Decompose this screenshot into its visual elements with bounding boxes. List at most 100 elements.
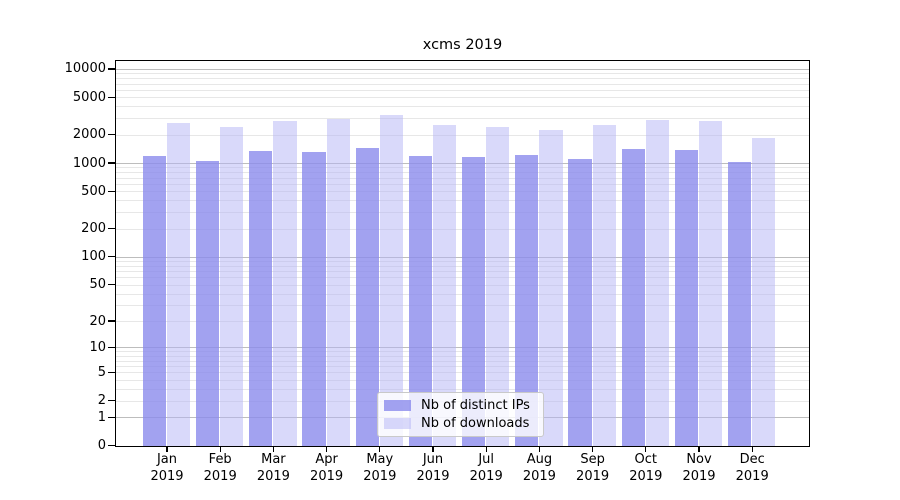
bar-nb-of-distinct-ips-jun <box>408 156 432 446</box>
x-label-month: Mar <box>261 452 286 467</box>
x-label-year: 2019 <box>416 469 450 484</box>
x-tick-label-may: May 2019 <box>352 451 408 485</box>
x-tick <box>591 447 594 452</box>
x-label-year: 2019 <box>150 469 184 484</box>
x-tick <box>698 447 700 452</box>
y-tick <box>108 96 115 98</box>
bar-nb-of-downloads-jan <box>167 122 191 446</box>
minor-gridline <box>116 83 809 85</box>
x-tick-label-jul: Jul 2019 <box>458 451 514 485</box>
bar-nb-of-distinct-ips-may <box>355 148 379 446</box>
x-tick-label-jun: Jun 2019 <box>405 451 461 485</box>
x-tick-label-sep: Sep 2019 <box>565 451 621 485</box>
y-tick <box>108 162 115 164</box>
y-tick-label: 0 <box>97 438 106 453</box>
x-tick <box>751 447 753 452</box>
x-label-month: May <box>366 452 394 467</box>
x-tick-label-aug: Aug 2019 <box>511 451 567 485</box>
x-tick <box>538 447 541 452</box>
bar-nb-of-distinct-ips-aug <box>515 154 539 446</box>
major-gridline <box>116 68 809 70</box>
bar-nb-of-downloads-apr <box>326 119 350 446</box>
x-tick-label-oct: Oct 2019 <box>618 451 674 485</box>
x-tick-label-apr: Apr 2019 <box>299 451 355 485</box>
bar-nb-of-distinct-ips-feb <box>196 161 220 446</box>
minor-gridline <box>116 106 809 108</box>
legend-swatch <box>384 400 411 411</box>
bar-nb-of-downloads-may <box>379 115 403 446</box>
x-label-month: Oct <box>634 452 658 467</box>
y-tick <box>108 228 115 230</box>
x-label-month: Apr <box>315 452 338 467</box>
x-tick <box>485 447 487 452</box>
y-tick <box>108 371 115 373</box>
x-label-month: Dec <box>739 452 765 467</box>
y-tick-label: 10 <box>89 339 106 355</box>
bar-nb-of-downloads-nov <box>699 121 723 446</box>
y-tick-label: 50 <box>89 277 106 293</box>
y-tick-label: 20 <box>89 313 106 329</box>
y-tick <box>108 68 115 70</box>
y-tick <box>108 444 115 447</box>
legend-swatch <box>384 418 411 429</box>
y-tick <box>108 190 115 192</box>
plot-area <box>115 60 810 447</box>
bar-nb-of-distinct-ips-jul <box>462 157 486 446</box>
x-tick <box>272 447 275 452</box>
bar-nb-of-distinct-ips-dec <box>728 162 752 446</box>
y-tick <box>108 134 115 136</box>
bar-nb-of-distinct-ips-sep <box>568 158 592 446</box>
bar-nb-of-downloads-feb <box>220 126 244 446</box>
x-tick-label-mar: Mar 2019 <box>245 451 301 485</box>
x-label-year: 2019 <box>576 469 610 484</box>
x-label-year: 2019 <box>363 469 397 484</box>
y-tick-label: 10000 <box>64 61 106 77</box>
x-label-month: Jun <box>422 452 444 467</box>
x-label-month: Feb <box>208 452 232 467</box>
bar-nb-of-downloads-sep <box>592 124 616 446</box>
y-tick-label: 1 <box>97 409 106 425</box>
x-tick <box>645 447 647 452</box>
y-tick-label: 200 <box>81 221 106 237</box>
y-tick <box>108 284 115 286</box>
x-label-month: Jan <box>156 452 178 467</box>
x-tick <box>325 447 328 452</box>
x-label-month: Jul <box>478 452 495 467</box>
x-tick <box>166 447 168 452</box>
x-label-month: Sep <box>580 452 605 467</box>
bar-nb-of-distinct-ips-apr <box>302 151 326 446</box>
bar-nb-of-distinct-ips-nov <box>674 150 698 446</box>
x-label-year: 2019 <box>522 469 556 484</box>
x-label-month: Aug <box>526 452 553 467</box>
bar-nb-of-downloads-jun <box>433 124 457 446</box>
legend-item: Nb of downloads <box>384 416 537 431</box>
x-tick <box>379 447 381 452</box>
legend-item: Nb of distinct IPs <box>384 398 537 413</box>
y-tick-label: 5000 <box>72 89 106 105</box>
x-tick <box>432 447 434 452</box>
minor-gridline <box>116 78 809 80</box>
bar-nb-of-downloads-mar <box>273 120 297 446</box>
y-tick <box>108 416 115 418</box>
x-label-year: 2019 <box>310 469 344 484</box>
x-tick-label-feb: Feb 2019 <box>192 451 248 485</box>
bar-nb-of-downloads-aug <box>539 130 563 446</box>
x-label-year: 2019 <box>629 469 663 484</box>
minor-gridline <box>116 134 809 136</box>
legend-label: Nb of distinct IPs <box>421 398 530 413</box>
legend-label: Nb of downloads <box>421 416 530 431</box>
y-tick-label: 100 <box>81 249 106 265</box>
bar-nb-of-downloads-dec <box>752 137 776 446</box>
y-tick <box>108 256 115 258</box>
y-tick <box>108 320 115 322</box>
bar-nb-of-distinct-ips-mar <box>249 151 273 446</box>
minor-gridline <box>116 73 809 75</box>
y-tick <box>108 346 115 349</box>
y-tick-label: 5 <box>97 364 106 380</box>
x-tick <box>219 447 221 452</box>
minor-gridline <box>116 97 809 99</box>
bar-nb-of-distinct-ips-oct <box>621 148 645 446</box>
chart-title: xcms 2019 <box>422 37 503 53</box>
x-label-year: 2019 <box>203 469 237 484</box>
